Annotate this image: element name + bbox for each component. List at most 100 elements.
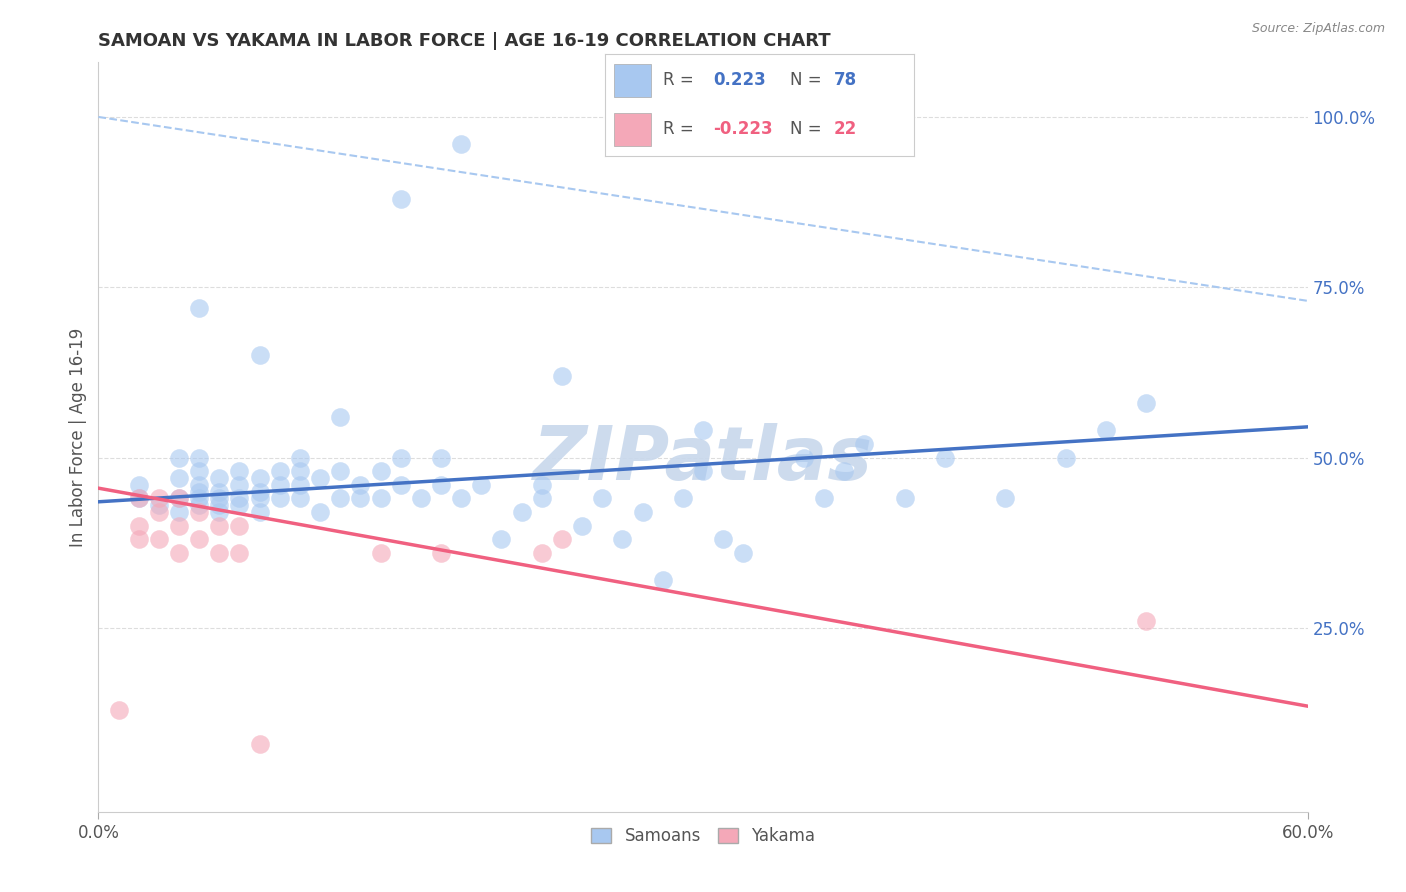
Bar [614, 113, 651, 145]
Point [107, 702, 129, 716]
Point [228, 464, 250, 478]
Point [1095, 423, 1118, 437]
Text: 22: 22 [834, 120, 856, 138]
Point [329, 409, 352, 424]
Text: R =: R = [664, 71, 695, 89]
Text: -0.223: -0.223 [713, 120, 772, 138]
Point [530, 546, 553, 560]
Point [128, 477, 150, 491]
Point [269, 477, 291, 491]
Point [389, 450, 412, 465]
Point [409, 491, 432, 506]
Point [167, 450, 190, 465]
Point [1054, 450, 1077, 465]
Point [188, 450, 211, 465]
Point [228, 518, 250, 533]
Bar [614, 64, 651, 96]
Point [249, 484, 271, 499]
Point [349, 491, 371, 506]
Point [370, 464, 392, 478]
Point [148, 498, 170, 512]
Point [612, 533, 634, 547]
Point [288, 491, 311, 506]
Point [288, 464, 311, 478]
Point [551, 368, 574, 383]
Text: 78: 78 [834, 71, 856, 89]
Point [934, 450, 956, 465]
Point [329, 464, 352, 478]
Text: SAMOAN VS YAKAMA IN LABOR FORCE | AGE 16-19 CORRELATION CHART: SAMOAN VS YAKAMA IN LABOR FORCE | AGE 16… [98, 32, 831, 50]
Point [188, 491, 211, 506]
Point [430, 477, 453, 491]
Point [813, 491, 835, 506]
Point [491, 533, 513, 547]
Point [208, 491, 231, 506]
Point [672, 491, 695, 506]
Point [711, 533, 734, 547]
Point [389, 192, 412, 206]
Point [167, 491, 190, 506]
Text: N =: N = [790, 71, 821, 89]
Point [733, 546, 755, 560]
Point [148, 505, 170, 519]
Point [128, 533, 150, 547]
Point [631, 505, 654, 519]
Text: R =: R = [664, 120, 695, 138]
Point [208, 498, 231, 512]
Point [208, 484, 231, 499]
Point [167, 491, 190, 506]
Point [208, 546, 231, 560]
Point [591, 491, 613, 506]
Point [167, 546, 190, 560]
Point [551, 533, 574, 547]
Point [249, 471, 271, 485]
Point [228, 546, 250, 560]
Point [249, 737, 271, 751]
Point [430, 450, 453, 465]
Point [692, 423, 714, 437]
Point [188, 477, 211, 491]
Point [188, 533, 211, 547]
Point [167, 471, 190, 485]
Point [651, 573, 673, 587]
Point [188, 301, 211, 315]
Point [228, 498, 250, 512]
Point [571, 518, 593, 533]
Point [188, 484, 211, 499]
Point [510, 505, 533, 519]
Point [450, 137, 472, 152]
Point [893, 491, 915, 506]
Y-axis label: In Labor Force | Age 16-19: In Labor Force | Age 16-19 [69, 327, 87, 547]
Point [450, 491, 472, 506]
Point [309, 471, 332, 485]
Point [994, 491, 1017, 506]
Point [228, 491, 250, 506]
Point [269, 491, 291, 506]
Point [530, 477, 553, 491]
Point [309, 505, 332, 519]
Point [208, 471, 231, 485]
Point [128, 518, 150, 533]
Text: ZIPatlas: ZIPatlas [533, 423, 873, 496]
Point [288, 477, 311, 491]
Point [249, 348, 271, 362]
Point [148, 491, 170, 506]
Point [167, 518, 190, 533]
Point [530, 491, 553, 506]
Point [249, 491, 271, 506]
Point [269, 464, 291, 478]
Point [288, 450, 311, 465]
Point [208, 518, 231, 533]
Point [370, 546, 392, 560]
Point [167, 505, 190, 519]
Point [148, 533, 170, 547]
Point [128, 491, 150, 506]
Point [853, 437, 876, 451]
Point [188, 505, 211, 519]
Point [793, 450, 815, 465]
Point [1135, 614, 1157, 628]
Point [349, 477, 371, 491]
Point [470, 477, 492, 491]
Point [208, 505, 231, 519]
Point [188, 498, 211, 512]
